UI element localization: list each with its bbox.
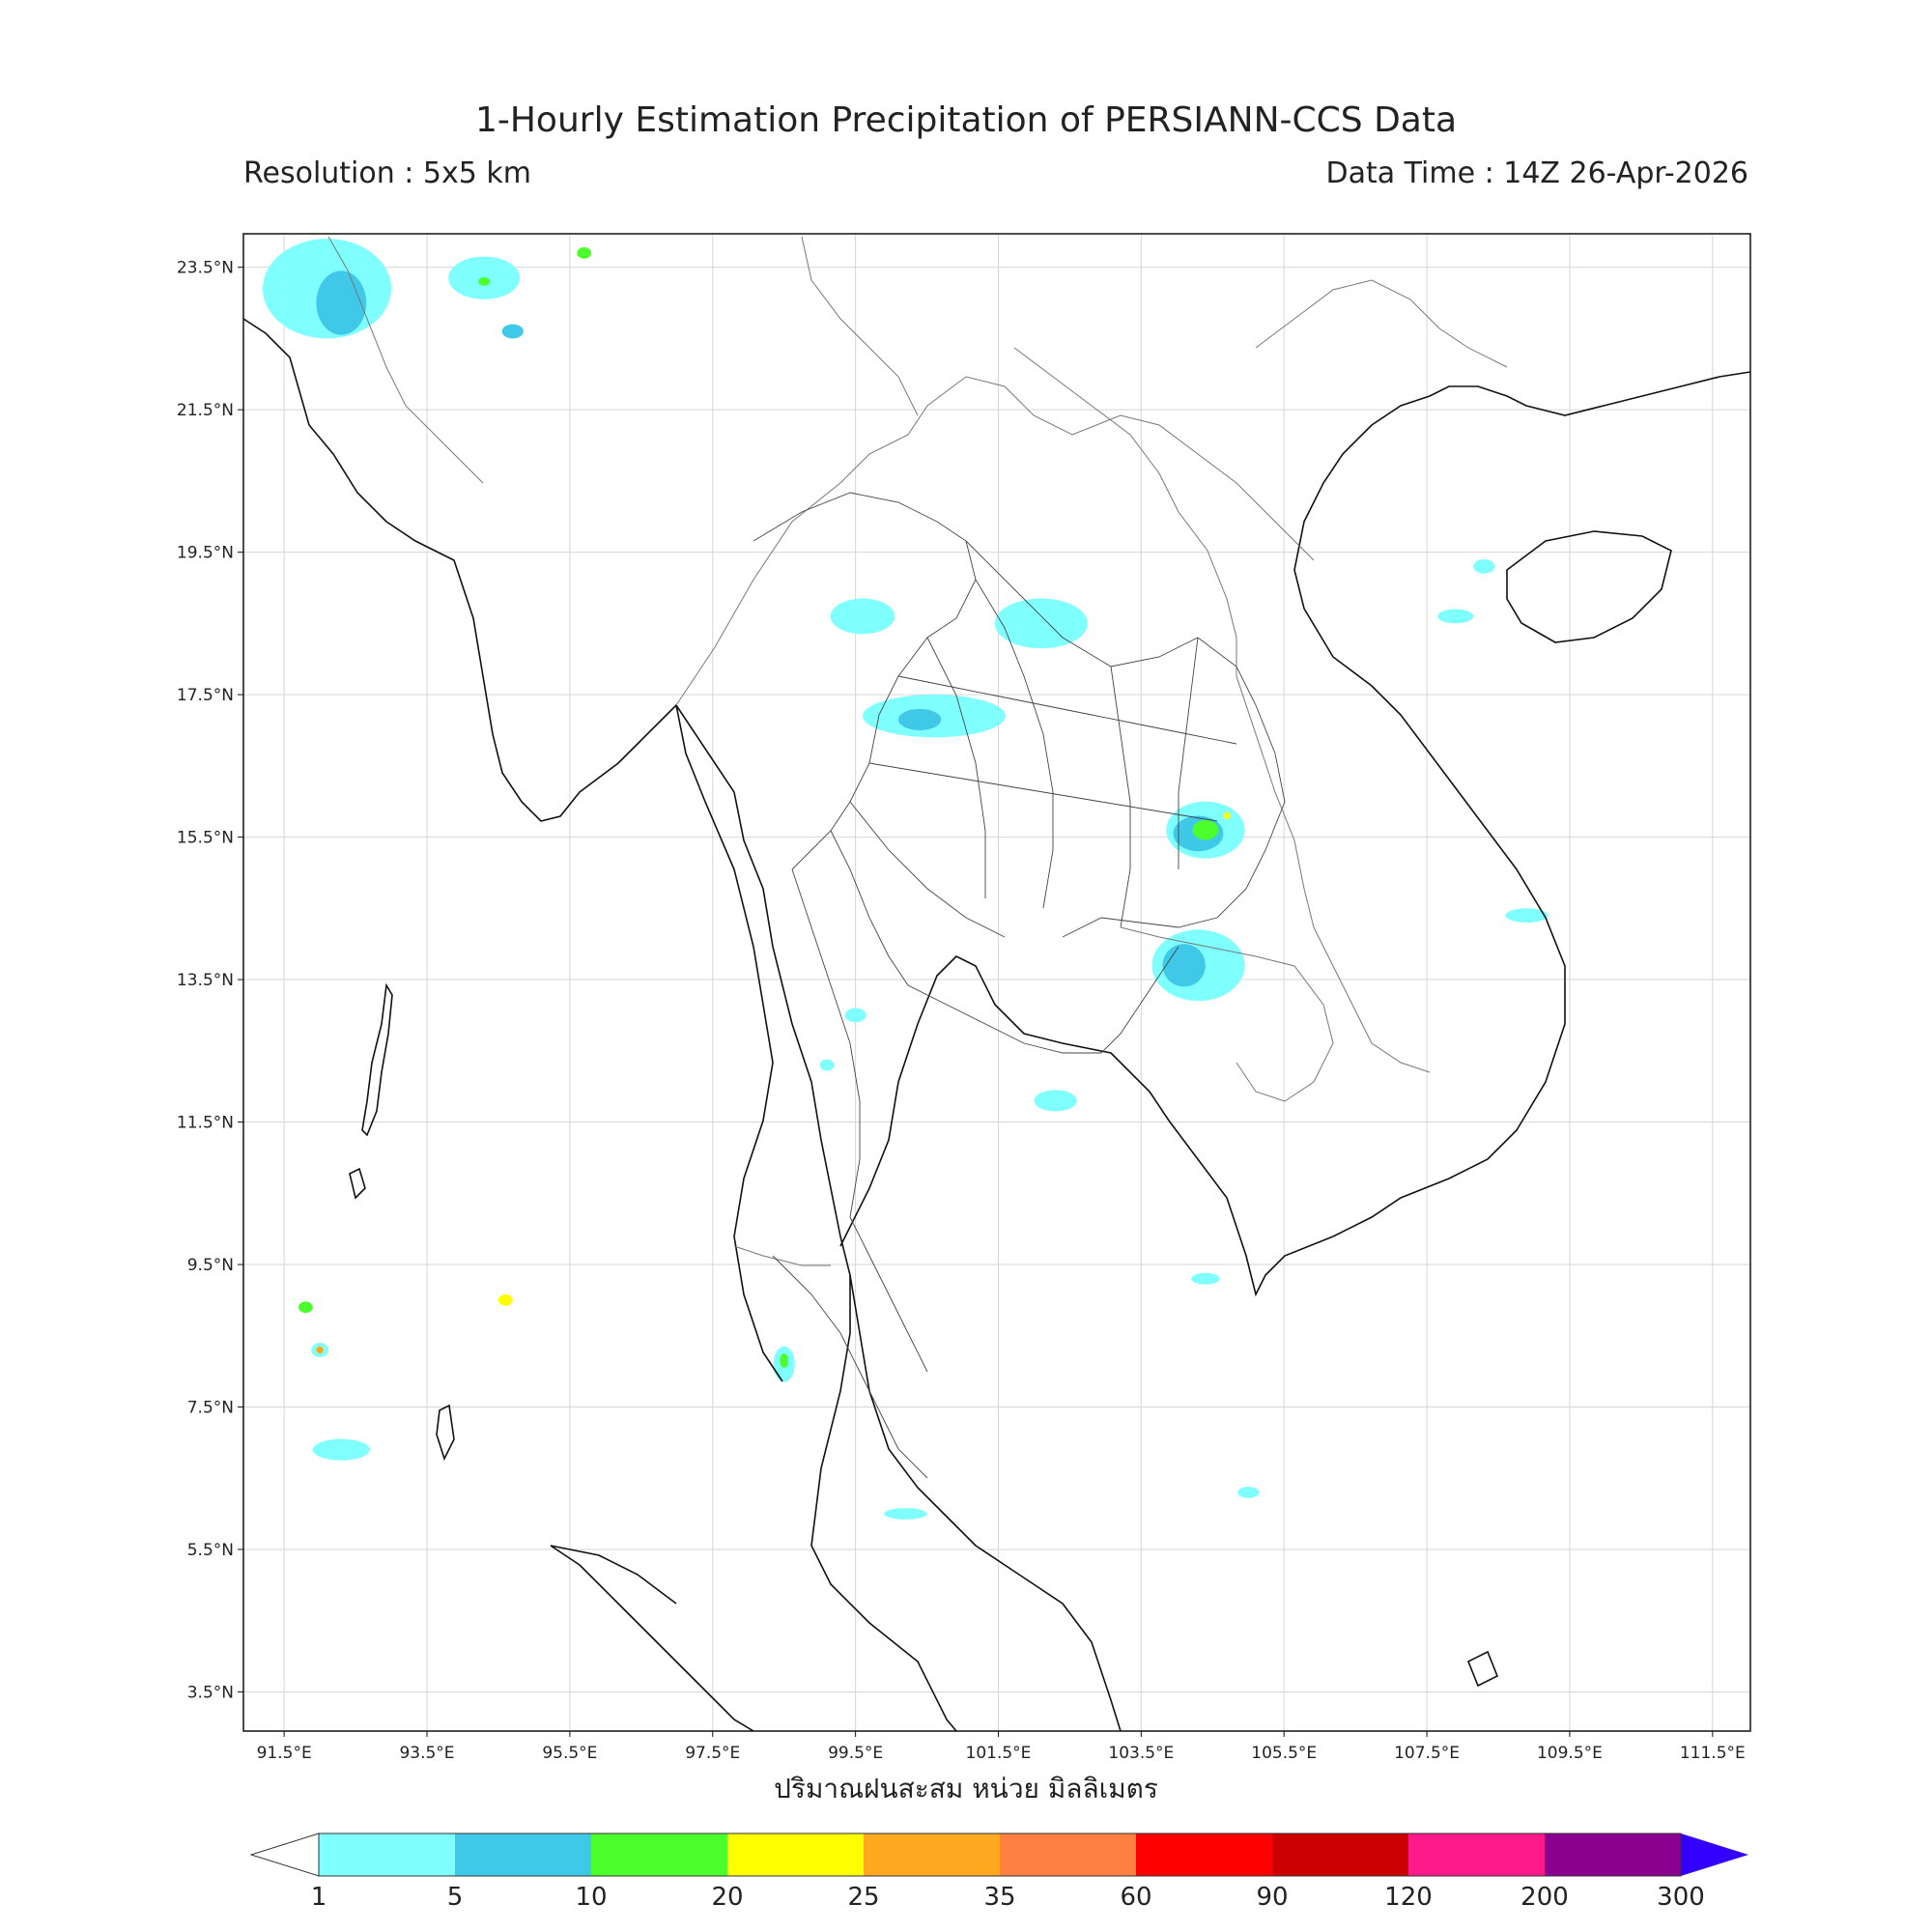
colorbar-segment [1000, 1833, 1136, 1876]
lat-tick-label: 9.5°N [187, 1256, 234, 1275]
colorbar-tick-label: 300 [1657, 1883, 1705, 1912]
colorbar-segment [727, 1833, 864, 1876]
colorbar-tick-label: 200 [1520, 1883, 1569, 1912]
rain-layer [262, 239, 1548, 1520]
rain-cell [819, 1059, 835, 1071]
rain-cell [312, 1438, 370, 1461]
colorbar-segment [1408, 1833, 1545, 1876]
colorbar-segment [1136, 1833, 1272, 1876]
colorbar-tick-label: 90 [1256, 1883, 1288, 1912]
lon-tick-label: 107.5°E [1394, 1744, 1460, 1763]
lon-tick-label: 111.5°E [1680, 1744, 1746, 1763]
colorbar-tick-label: 20 [711, 1883, 743, 1912]
lat-tick-label: 13.5°N [177, 971, 234, 990]
latitude-labels: 23.5°N 21.5°N 19.5°N 17.5°N 15.5°N 13.5°N 11.5… [177, 259, 243, 1702]
map-frame [242, 233, 1751, 1732]
lat-tick-label: 7.5°N [187, 1398, 234, 1417]
rain-cell [1437, 609, 1474, 624]
andaman-coast [675, 704, 783, 1382]
colorbar-tick-label: 10 [575, 1883, 607, 1912]
andaman-islands [361, 982, 393, 1137]
sumatra-east-coast [550, 1545, 677, 1605]
rain-cell [577, 247, 592, 259]
colorbar-segment [591, 1833, 727, 1876]
colorbar-tick-label: 35 [983, 1883, 1015, 1912]
colorbar-under-arrow [249, 1833, 320, 1877]
lon-tick-label: 93.5°E [399, 1744, 454, 1763]
rain-cell [830, 598, 895, 635]
lon-tick-label: 101.5°E [966, 1744, 1032, 1763]
lat-tick-label: 3.5°N [187, 1683, 234, 1702]
colorbar-outline [318, 1833, 1682, 1877]
colorbar-tick-label: 60 [1120, 1883, 1151, 1912]
rain-cell [1191, 1272, 1220, 1285]
gulf-of-thailand-coast [839, 371, 1750, 1297]
rain-cell [844, 1008, 867, 1023]
lat-tick-label: 15.5°N [177, 829, 234, 848]
rain-cell [298, 1301, 313, 1314]
rain-cell [1505, 908, 1548, 923]
rain-cell [1473, 558, 1495, 574]
colorbar-unit-label: ปริมาณฝนสะสม หน่วย มิลลิเมตร [774, 1773, 1158, 1804]
graticule [243, 234, 1750, 1731]
rain-cell [316, 270, 367, 335]
rain-cell [884, 1508, 927, 1520]
lon-tick-label: 95.5°E [542, 1744, 597, 1763]
hainan-island [1506, 530, 1672, 643]
colorbar-tick-label: 5 [447, 1883, 464, 1912]
map-background [243, 234, 1750, 1731]
colorbar-segment [455, 1833, 591, 1876]
lon-tick-label: 105.5°E [1251, 1744, 1317, 1763]
borneo-tip [1466, 1650, 1499, 1688]
rain-cell [780, 1353, 789, 1368]
rain-cell [1034, 1090, 1077, 1112]
rain-cell [478, 276, 491, 286]
rain-cell [1162, 944, 1206, 987]
lat-tick-label: 23.5°N [177, 259, 234, 278]
sumatra-coastline [550, 1545, 754, 1731]
colorbar-tick-label: 25 [847, 1883, 879, 1912]
longitude-labels: 91.5°E 93.5°E 95.5°E 97.5°E 99.5°E 101.5°E 103… [257, 1731, 1746, 1763]
lat-tick-label: 17.5°N [177, 686, 234, 705]
country-borders [327, 236, 1508, 1266]
lat-tick-label: 5.5°N [187, 1541, 234, 1560]
rain-cell [501, 324, 524, 339]
lon-tick-label: 109.5°E [1537, 1744, 1603, 1763]
resolution-label: Resolution : 5x5 km [243, 156, 531, 190]
colorbar-tick-label: 120 [1384, 1883, 1433, 1912]
lon-tick-label: 103.5°E [1108, 1744, 1174, 1763]
rain-cell [1223, 811, 1231, 820]
rain-cell [316, 1346, 324, 1354]
nicobar-island [436, 1404, 455, 1462]
colorbar-segment [864, 1833, 1000, 1876]
lon-tick-label: 99.5°E [828, 1744, 883, 1763]
little-andaman [349, 1167, 366, 1200]
lat-tick-label: 19.5°N [177, 544, 234, 563]
coastline-layer [243, 236, 1750, 1731]
map-title: 1-Hourly Estimation Precipitation of PER… [474, 100, 1458, 140]
colorbar-segment [1272, 1833, 1408, 1876]
lat-tick-label: 21.5°N [177, 401, 234, 420]
colorbar-tick-label: 1 [311, 1883, 327, 1912]
colorbar-over-arrow [1681, 1833, 1748, 1876]
lon-tick-label: 97.5°E [685, 1744, 740, 1763]
indochina-coastline [243, 318, 957, 1731]
data-time-label: Data Time : 14Z 26-Apr-2026 [1325, 156, 1748, 190]
lon-tick-label: 91.5°E [257, 1744, 312, 1763]
rain-cell [897, 708, 942, 730]
colorbar: 1 5 10 20 25 35 60 90 120 200 300 [249, 1833, 1748, 1912]
rain-cell [994, 598, 1088, 649]
lat-tick-label: 11.5°N [177, 1114, 234, 1133]
rain-cell [497, 1293, 513, 1306]
province-boundaries [753, 492, 1286, 1479]
rain-cell [1192, 819, 1219, 840]
colorbar-segment [319, 1833, 455, 1876]
colorbar-segment [1545, 1833, 1681, 1876]
rain-cell [1237, 1487, 1260, 1498]
